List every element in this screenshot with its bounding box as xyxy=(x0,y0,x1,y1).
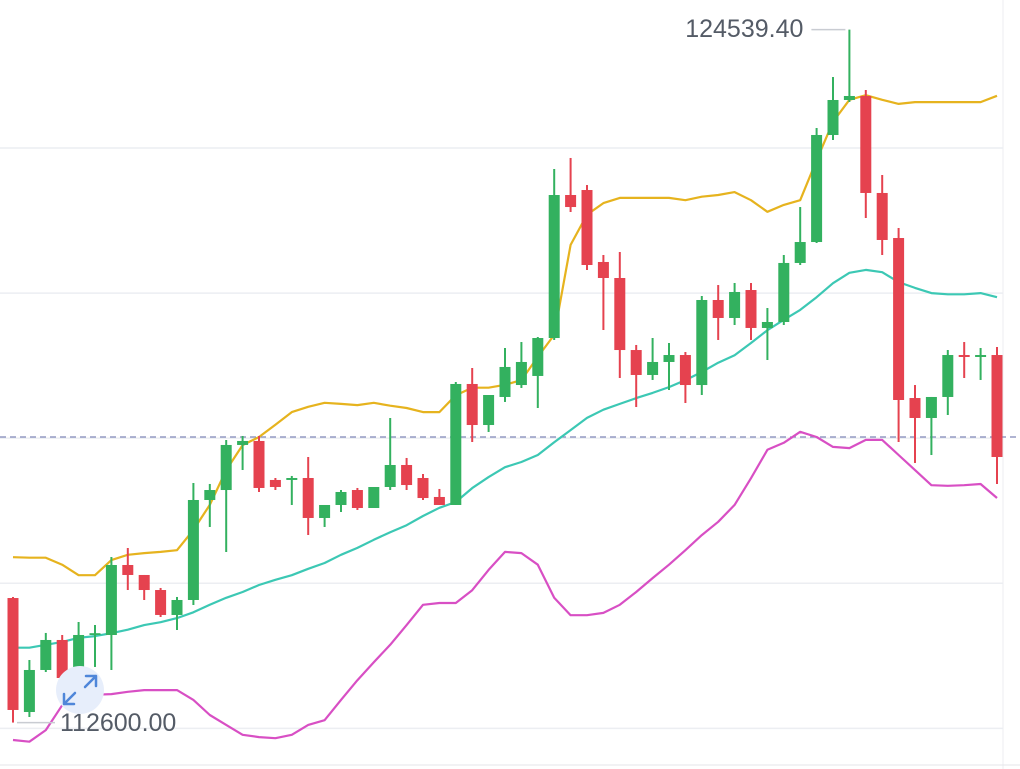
candle-body xyxy=(253,440,265,488)
band-line xyxy=(12,430,998,743)
candles xyxy=(7,29,1003,723)
candle-body xyxy=(466,383,478,426)
candle-body xyxy=(712,299,724,318)
candle-body xyxy=(597,261,609,279)
candle-body xyxy=(942,355,954,397)
candle-body xyxy=(794,242,806,263)
candle-body xyxy=(89,633,101,635)
candle-body xyxy=(368,486,380,509)
candle-body xyxy=(581,190,593,266)
candle-body xyxy=(433,496,445,505)
candle-body xyxy=(548,195,560,339)
candle-body xyxy=(302,477,314,518)
candle-body xyxy=(843,95,855,100)
candle-body xyxy=(105,564,117,635)
candle-body xyxy=(23,669,35,713)
candle-body xyxy=(565,195,577,208)
candle-body xyxy=(614,278,626,351)
candle-body xyxy=(532,338,544,376)
candle-body xyxy=(335,491,347,505)
candle-body xyxy=(515,361,527,386)
candle-body xyxy=(56,639,68,678)
expand-button-bg[interactable] xyxy=(56,666,104,714)
candle-body xyxy=(220,444,232,491)
candle-body xyxy=(286,477,298,480)
candle-body xyxy=(7,598,19,710)
candle-body xyxy=(778,262,790,322)
candle-body xyxy=(991,355,1003,457)
candle-body xyxy=(401,464,413,486)
candle-body xyxy=(975,355,987,357)
candle-body xyxy=(860,95,872,193)
candle-body xyxy=(73,634,85,678)
candle-body xyxy=(893,238,905,400)
candle-body xyxy=(876,192,888,240)
candle-body xyxy=(319,504,331,518)
candle-body xyxy=(499,366,511,397)
candle-body xyxy=(171,599,183,615)
candle-body xyxy=(761,321,773,328)
candle-body xyxy=(925,396,937,418)
grid xyxy=(0,147,1020,730)
candle-body xyxy=(729,291,741,318)
candle-body xyxy=(647,361,659,375)
candle-body xyxy=(237,440,249,445)
candle-body xyxy=(679,355,691,386)
expand-icon[interactable] xyxy=(62,674,98,706)
candle-body xyxy=(138,574,150,591)
candle-body xyxy=(663,355,675,362)
candle-body xyxy=(827,99,839,135)
candle-body xyxy=(384,464,396,487)
candle-body xyxy=(745,290,757,328)
candle-body xyxy=(483,395,495,426)
candle-body xyxy=(811,134,823,243)
candle-body xyxy=(269,479,281,487)
candle-body xyxy=(450,383,462,505)
candle-body xyxy=(187,499,199,600)
candle-body xyxy=(351,490,363,509)
candle-body xyxy=(155,590,167,615)
expand-button[interactable] xyxy=(56,666,104,714)
candle-body xyxy=(696,299,708,386)
candle-body xyxy=(630,350,642,375)
candle-body xyxy=(909,398,921,418)
candle-body xyxy=(958,355,970,357)
annotation-label: 124539.40 xyxy=(685,15,803,43)
candle-body xyxy=(204,490,216,500)
candle-body xyxy=(122,564,134,575)
candle-body xyxy=(40,639,52,670)
candle-body xyxy=(417,477,429,499)
